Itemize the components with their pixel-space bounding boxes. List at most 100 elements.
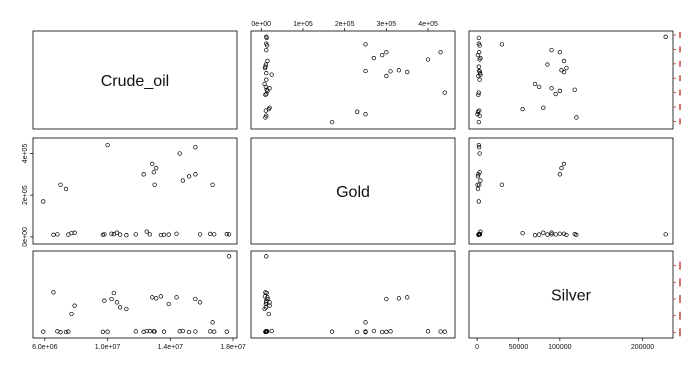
y-tick-gold-1: 2e+05 bbox=[22, 185, 29, 205]
point-7 bbox=[541, 105, 546, 110]
point-38 bbox=[264, 34, 269, 39]
point-11 bbox=[109, 231, 114, 236]
point-0 bbox=[329, 119, 335, 125]
point-32 bbox=[477, 50, 482, 55]
point-23 bbox=[559, 165, 564, 171]
variable-label-Gold: Gold bbox=[336, 184, 370, 201]
point-18 bbox=[269, 72, 274, 77]
points-Silver-vs-Crude_oil bbox=[41, 254, 232, 335]
point-38 bbox=[663, 232, 668, 237]
point-12 bbox=[572, 87, 577, 92]
point-21 bbox=[477, 170, 482, 175]
point-9 bbox=[553, 232, 558, 237]
point-18 bbox=[269, 328, 274, 334]
point-4 bbox=[63, 329, 69, 335]
point-28 bbox=[425, 329, 431, 334]
point-32 bbox=[438, 329, 443, 334]
panel-Gold-vs-Gold bbox=[250, 137, 456, 245]
point-35 bbox=[363, 320, 368, 325]
panel-Crude_oil-vs-Crude_oil bbox=[32, 30, 238, 130]
points-Gold-vs-Silver bbox=[475, 142, 668, 238]
point-31 bbox=[193, 172, 198, 177]
point-30 bbox=[475, 174, 481, 179]
point-37 bbox=[264, 329, 269, 334]
point-25 bbox=[161, 232, 167, 237]
point-4 bbox=[355, 329, 360, 335]
point-16 bbox=[133, 329, 138, 334]
point-10 bbox=[442, 90, 447, 95]
point-19 bbox=[477, 71, 483, 76]
point-14 bbox=[537, 232, 542, 237]
point-17 bbox=[384, 329, 389, 334]
point-1 bbox=[51, 290, 56, 295]
point-33 bbox=[549, 47, 554, 53]
point-17 bbox=[141, 172, 146, 177]
point-33 bbox=[549, 232, 554, 237]
point-5 bbox=[477, 108, 482, 113]
point-16 bbox=[477, 77, 482, 82]
point-1 bbox=[574, 115, 579, 120]
point-33 bbox=[197, 300, 203, 305]
point-15 bbox=[124, 233, 129, 238]
points-Gold-vs-Crude_oil bbox=[41, 142, 232, 238]
point-31 bbox=[193, 296, 198, 302]
point-29 bbox=[478, 55, 483, 61]
point-30 bbox=[186, 329, 192, 335]
x-tick-gold-4: 4e+05 bbox=[418, 21, 438, 28]
point-13 bbox=[114, 230, 120, 235]
point-29 bbox=[371, 328, 377, 334]
point-22 bbox=[363, 68, 368, 74]
point-17 bbox=[384, 73, 389, 79]
point-20 bbox=[561, 161, 567, 167]
point-11 bbox=[557, 231, 562, 236]
point-37 bbox=[224, 329, 229, 334]
point-26 bbox=[263, 62, 268, 67]
point-28 bbox=[477, 151, 482, 156]
point-21 bbox=[388, 329, 393, 334]
point-32 bbox=[193, 145, 198, 150]
point-34 bbox=[208, 231, 213, 237]
point-2 bbox=[55, 232, 60, 237]
point-20 bbox=[150, 161, 155, 167]
point-3 bbox=[475, 182, 480, 187]
point-2 bbox=[264, 113, 269, 118]
point-19 bbox=[147, 232, 153, 237]
point-26 bbox=[545, 232, 550, 237]
point-11 bbox=[557, 88, 562, 93]
point-11 bbox=[109, 296, 114, 302]
point-27 bbox=[561, 58, 567, 64]
point-24 bbox=[158, 232, 164, 238]
point-29 bbox=[371, 55, 377, 61]
point-3 bbox=[58, 182, 63, 187]
point-3 bbox=[363, 112, 368, 117]
point-31 bbox=[557, 50, 562, 55]
point-30 bbox=[186, 174, 192, 179]
point-38 bbox=[264, 254, 269, 259]
point-26 bbox=[263, 301, 268, 307]
point-30 bbox=[380, 53, 385, 58]
point-4 bbox=[475, 186, 481, 192]
panel-Silver-vs-Gold bbox=[250, 250, 456, 339]
point-19 bbox=[264, 71, 269, 76]
point-36 bbox=[476, 41, 481, 46]
x-tick-crude-oil-3: 1.8e+07 bbox=[220, 344, 246, 351]
point-0 bbox=[476, 199, 481, 204]
point-22 bbox=[363, 329, 368, 334]
point-24 bbox=[564, 65, 569, 71]
point-33 bbox=[197, 232, 203, 237]
x-tick-silver-1: 50000 bbox=[509, 344, 529, 351]
x-tick-gold-2: 2e+05 bbox=[335, 21, 355, 28]
y-tick-gold-2: 4e+05 bbox=[22, 144, 29, 164]
point-15 bbox=[262, 306, 267, 312]
point-7 bbox=[267, 105, 272, 110]
point-26 bbox=[545, 62, 550, 67]
point-22 bbox=[477, 182, 482, 187]
point-23 bbox=[396, 68, 402, 73]
x-tick-gold-1: 1e+05 bbox=[293, 21, 313, 28]
x-tick-silver-3: 200000 bbox=[631, 344, 654, 351]
point-10 bbox=[105, 142, 110, 148]
point-25 bbox=[476, 64, 481, 69]
point-32 bbox=[193, 329, 198, 334]
panel-Silver-vs-Crude_oil bbox=[32, 250, 238, 339]
